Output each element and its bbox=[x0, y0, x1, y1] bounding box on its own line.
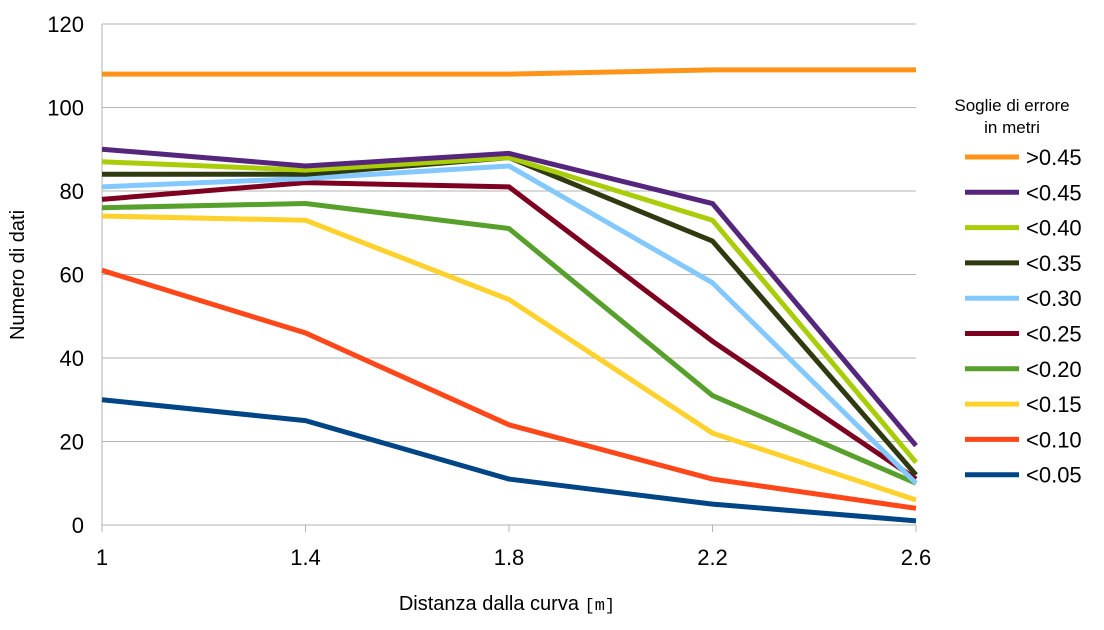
y-tick-label: 20 bbox=[60, 430, 84, 455]
y-tick-labels: 0 20 40 60 80 100 120 bbox=[47, 12, 84, 538]
legend-title-line1: Soglie di errore bbox=[954, 96, 1069, 115]
series-lines bbox=[101, 67, 918, 524]
legend-label: >0.45 bbox=[1026, 145, 1082, 170]
legend-items: >0.45 <0.45 <0.40 <0.35 <0.30 <0.25 <0.20 <0.15… bbox=[965, 145, 1082, 488]
legend-label: <0.15 bbox=[1026, 392, 1082, 417]
legend-label: <0.10 bbox=[1026, 427, 1082, 452]
series-line-005 bbox=[101, 397, 917, 524]
legend-label: <0.30 bbox=[1026, 286, 1082, 311]
y-tick-label: 40 bbox=[60, 346, 84, 371]
x-tick-label: 1.8 bbox=[494, 545, 525, 570]
series-line-045 bbox=[101, 146, 918, 448]
series-line-025 bbox=[101, 180, 918, 482]
x-tick-label: 2.2 bbox=[697, 545, 728, 570]
x-tick-label: 1 bbox=[96, 545, 108, 570]
legend-label: <0.35 bbox=[1026, 251, 1082, 276]
series-line-020 bbox=[101, 201, 917, 486]
series-line-015 bbox=[101, 213, 917, 503]
series-line-045 bbox=[102, 67, 916, 77]
x-axis-unit: [m] bbox=[585, 597, 616, 616]
legend-label: <0.25 bbox=[1026, 322, 1082, 347]
gridlines bbox=[102, 23, 916, 442]
y-tick-label: 100 bbox=[47, 96, 84, 121]
y-axis-title: Numero di dati bbox=[7, 210, 29, 340]
x-tick-label: 2.6 bbox=[901, 545, 932, 570]
x-ticks bbox=[101, 525, 917, 532]
legend-label: <0.20 bbox=[1026, 357, 1082, 382]
series-line-040 bbox=[101, 155, 918, 464]
y-tick-label: 60 bbox=[60, 263, 84, 288]
y-tick-label: 80 bbox=[60, 179, 84, 204]
x-axis-title: Distanza dalla curva [m] bbox=[399, 593, 615, 616]
series-line-030 bbox=[101, 163, 918, 486]
x-tick-labels: 1 1.4 1.8 2.2 2.6 bbox=[96, 545, 931, 570]
y-tick-label: 120 bbox=[47, 12, 84, 37]
legend: Soglie di errore in metri >0.45 <0.45 <0.4… bbox=[954, 96, 1081, 488]
legend-label: <0.05 bbox=[1026, 463, 1082, 488]
legend-label: <0.45 bbox=[1026, 180, 1082, 205]
legend-label: <0.40 bbox=[1026, 216, 1082, 241]
y-tick-label: 0 bbox=[72, 513, 84, 538]
x-tick-label: 1.4 bbox=[290, 545, 321, 570]
legend-title-line2: in metri bbox=[984, 118, 1040, 137]
series-line-010 bbox=[101, 267, 917, 511]
